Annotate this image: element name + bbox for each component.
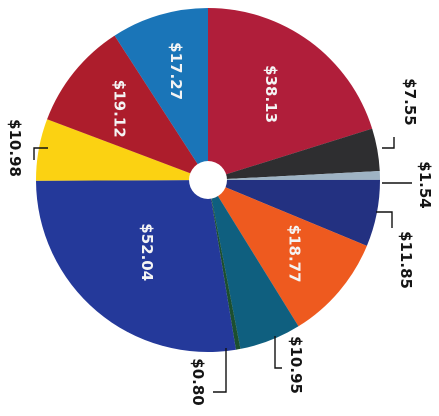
slice-value-label: $52.04 — [138, 223, 156, 281]
pie-slice — [208, 179, 381, 246]
pie-slice — [208, 171, 380, 180]
leader-line — [376, 211, 393, 228]
slice-value-label: $18.77 — [286, 225, 304, 283]
leader-line — [33, 147, 48, 160]
slice-value-label: $7.55 — [401, 78, 419, 125]
leader-line — [274, 336, 282, 369]
pie-slice — [47, 35, 209, 180]
pie-slice — [208, 180, 367, 327]
slice-value-label: $10.98 — [6, 119, 24, 177]
slice-value-label: $1.54 — [416, 161, 434, 208]
slice-value-label: $10.95 — [287, 336, 305, 394]
slice-value-label: $38.13 — [262, 65, 280, 123]
pie-slice — [208, 128, 380, 180]
pie-slices — [35, 8, 381, 352]
slice-value-label: $17.27 — [167, 42, 185, 100]
slice-value-label: $0.80 — [189, 358, 207, 405]
pie-slice — [208, 180, 241, 350]
slice-labels: $38.13 $7.55 $1.54 $11.85 $18.77 $10.95 $0.80 $… — [6, 42, 434, 406]
leader-line — [213, 348, 227, 393]
slice-value-label: $19.12 — [111, 80, 129, 138]
pie-slice — [35, 119, 208, 181]
slice-value-label: $11.85 — [397, 231, 415, 289]
center-hole — [189, 161, 227, 199]
pie-slice — [114, 8, 208, 180]
leader-lines — [33, 137, 412, 393]
pie-slice — [208, 180, 299, 349]
pie-slice — [208, 8, 373, 180]
pie-slice — [36, 180, 236, 352]
leader-line — [382, 137, 395, 149]
